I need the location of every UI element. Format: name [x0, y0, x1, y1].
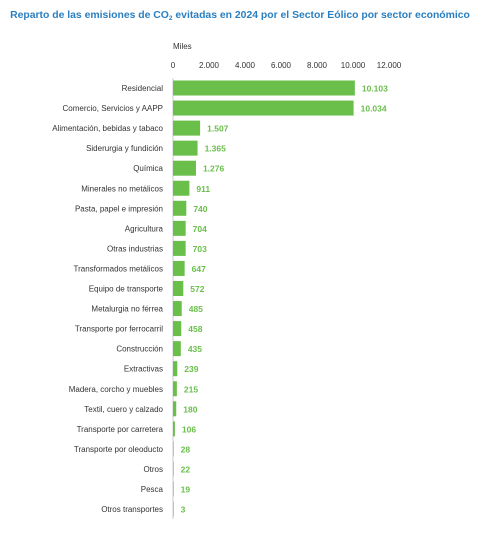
value-label: 180: [183, 404, 197, 414]
title-subscript: 2: [168, 15, 173, 22]
title-text-start: Reparto de las emisiones de CO: [10, 10, 169, 21]
value-label: 911: [196, 184, 210, 194]
value-label: 239: [184, 364, 198, 374]
x-tick-label: 10.000: [341, 61, 366, 70]
value-label: 22: [181, 464, 191, 474]
category-label: Extractivas: [124, 365, 163, 374]
bar: [173, 281, 184, 296]
category-label: Química: [133, 164, 163, 173]
value-label: 703: [193, 244, 207, 254]
bar: [173, 100, 354, 116]
value-label: 106: [182, 424, 196, 434]
value-label: 1.276: [203, 164, 225, 174]
x-axis-ticks: 0 2.000 4.000 6.000 8.000 10.000 12.000: [171, 61, 402, 70]
bar: [173, 140, 198, 156]
category-label: Pesca: [141, 485, 164, 494]
category-labels: Residencial Comercio, Servicios y AAPP Ali…: [52, 84, 163, 514]
value-labels: 10.103 10.034 1.507 1.365 1.276 911 740 704 703 6…: [181, 84, 389, 515]
category-label: Transporte por oleoducto: [74, 445, 164, 454]
value-label: 19: [181, 485, 191, 495]
bar: [173, 361, 178, 377]
category-label: Madera, corcho y muebles: [69, 385, 163, 394]
x-tick-label: 2.000: [199, 61, 220, 70]
category-label: Transporte por carretera: [77, 425, 164, 434]
bar: [173, 200, 187, 216]
value-label: 572: [190, 284, 204, 294]
unit-label: Miles: [173, 42, 192, 51]
category-label: Siderurgia y fundición: [86, 144, 163, 153]
value-label: 1.507: [207, 124, 229, 134]
bar: [173, 240, 186, 256]
value-label: 1.365: [205, 144, 227, 154]
category-label: Construcción: [116, 345, 163, 354]
bar: [173, 421, 175, 437]
bar: [173, 401, 177, 417]
value-label: 485: [189, 304, 203, 314]
bar: [173, 381, 177, 397]
x-tick-label: 8.000: [307, 61, 328, 70]
category-label: Otros: [143, 465, 163, 474]
bar: [173, 501, 174, 517]
category-label: Textil, cuero y calzado: [84, 405, 163, 414]
category-label: Transformados metálicos: [73, 264, 163, 273]
value-label: 435: [188, 344, 202, 354]
bar: [173, 341, 181, 357]
value-label: 10.103: [362, 84, 388, 94]
value-label: 10.034: [361, 104, 387, 114]
category-label: Otros transportes: [101, 505, 163, 514]
category-label: Equipo de transporte: [89, 285, 164, 294]
title-text-end: evitadas en 2024 por el Sector Eólico po…: [172, 10, 470, 21]
value-label: 215: [184, 384, 198, 394]
category-label: Residencial: [122, 84, 164, 93]
bar: [173, 461, 174, 477]
category-label: Otras industrias: [107, 244, 163, 253]
bar: [173, 441, 174, 457]
category-label: Agricultura: [125, 224, 164, 233]
value-label: 28: [181, 444, 191, 454]
x-tick-label: 4.000: [235, 61, 256, 70]
value-label: 3: [181, 505, 186, 515]
bar: [173, 260, 185, 276]
bar: [173, 321, 182, 337]
x-tick-label: 12.000: [377, 61, 402, 70]
value-label: 647: [192, 264, 206, 274]
category-label: Comercio, Servicios y AAPP: [63, 104, 163, 113]
category-label: Transporte por ferrocarril: [75, 325, 163, 334]
category-label: Minerales no metálicos: [81, 184, 163, 193]
x-tick-label: 6.000: [271, 61, 292, 70]
bar: [173, 180, 190, 196]
bar: [173, 80, 355, 96]
bars: [172, 78, 355, 520]
category-label: Pasta, papel e impresión: [75, 204, 163, 213]
bar: [173, 301, 182, 317]
bar: [173, 220, 186, 236]
value-label: 458: [188, 324, 202, 334]
bar: [173, 160, 196, 176]
category-label: Metalurgia no férrea: [91, 305, 163, 314]
bar: [173, 120, 201, 136]
value-label: 740: [193, 204, 207, 214]
bar: [173, 481, 174, 497]
value-label: 704: [193, 224, 207, 234]
category-label: Alimentación, bebidas y tabaco: [52, 124, 163, 133]
chart-title: Reparto de las emisiones de CO2 evitadas…: [0, 10, 480, 22]
x-tick-label: 0: [171, 61, 176, 70]
